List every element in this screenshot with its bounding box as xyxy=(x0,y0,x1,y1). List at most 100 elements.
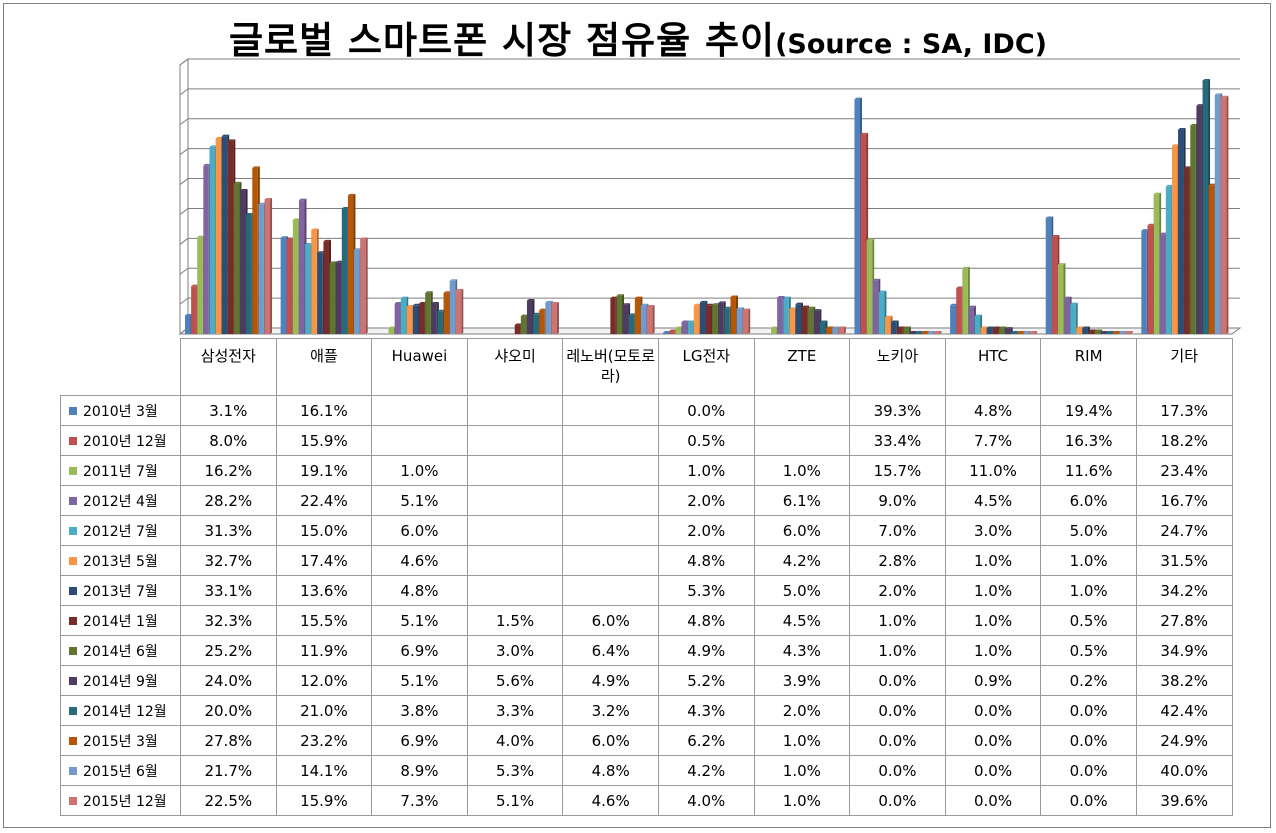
data-label xyxy=(562,455,659,486)
data-label: 1.0% xyxy=(849,605,946,636)
data-label: 16.3% xyxy=(1040,425,1137,456)
data-label: 3.9% xyxy=(753,665,851,696)
data-label xyxy=(562,545,659,576)
data-label: 1.5% xyxy=(466,605,564,636)
gridline-depth xyxy=(179,208,189,215)
series-name: 2013년 5월 xyxy=(83,553,158,570)
data-label: 15.5% xyxy=(275,605,373,636)
bar xyxy=(1220,95,1229,334)
legend-swatch xyxy=(69,646,77,655)
legend-swatch xyxy=(69,796,77,805)
data-label: 0.0% xyxy=(849,725,946,756)
data-label xyxy=(466,395,564,426)
data-label: 1.0% xyxy=(657,455,755,486)
series-name: 2014년 9월 xyxy=(83,673,158,690)
data-label xyxy=(562,485,659,516)
category-label: 샤오미 xyxy=(466,338,564,396)
table-corner xyxy=(60,338,181,396)
data-label: 3.8% xyxy=(371,695,468,726)
table-row: 2010년 12월 8.0% 15.9% 0.5% 33.4% 7.7% 16.3% 18.2… xyxy=(60,425,1233,456)
data-label xyxy=(466,425,564,456)
data-label: 0.0% xyxy=(849,755,946,786)
data-label: 27.8% xyxy=(180,725,277,756)
legend-entry: 2014년 1월 xyxy=(60,605,181,636)
data-label: 3.0% xyxy=(944,515,1042,546)
legend-entry: 2013년 7월 xyxy=(60,575,181,606)
chart-frame xyxy=(3,3,1271,828)
category-label: 삼성전자 xyxy=(180,338,277,396)
data-label: 14.1% xyxy=(275,755,373,786)
data-label: 16.2% xyxy=(180,455,277,486)
table-row: 2011년 7월 16.2% 19.1% 1.0% 1.0% 1.0% 15.7% 11.0%… xyxy=(60,455,1233,486)
data-label: 0.0% xyxy=(849,695,946,726)
data-label: 28.2% xyxy=(180,485,277,516)
data-label: 15.7% xyxy=(849,455,946,486)
table-row: 2015년 3월 27.8% 23.2% 6.9% 4.0% 6.0% 6.2% 1.0% 0.… xyxy=(60,725,1233,756)
bar xyxy=(264,198,273,334)
data-label: 4.0% xyxy=(466,725,564,756)
legend-swatch xyxy=(69,436,77,445)
table-row: 2015년 12월 22.5% 15.9% 7.3% 5.1% 4.6% 4.0% 1.0% 0… xyxy=(60,785,1233,816)
data-label: 22.4% xyxy=(275,485,373,516)
data-label: 4.8% xyxy=(371,575,468,606)
data-label: 1.0% xyxy=(753,755,851,786)
data-label xyxy=(466,575,564,606)
legend-swatch xyxy=(69,706,77,715)
gridline-depth xyxy=(179,267,189,275)
data-label: 0.5% xyxy=(1040,605,1137,636)
data-label: 31.5% xyxy=(1135,545,1233,576)
category-label: 애플 xyxy=(275,338,373,396)
data-label: 32.7% xyxy=(180,545,277,576)
data-label: 0.0% xyxy=(1040,725,1137,756)
data-label: 2.0% xyxy=(657,485,755,516)
data-label: 19.4% xyxy=(1040,395,1137,426)
title-main: 글로벌 스마트폰 시장 점유율 추이 xyxy=(229,19,776,62)
data-label: 4.5% xyxy=(944,485,1042,516)
data-table: 삼성전자 애플 Huawei 샤오미 레노버(모토로라) LG전자 ZTE 노키아 HTC RIM… xyxy=(60,338,1233,816)
data-label: 5.0% xyxy=(1040,515,1137,546)
gridline-depth xyxy=(179,88,189,96)
data-label: 4.2% xyxy=(657,755,755,786)
data-label: 4.0% xyxy=(657,785,755,816)
data-label: 6.9% xyxy=(371,725,468,756)
data-label: 38.2% xyxy=(1135,665,1233,696)
data-label: 5.1% xyxy=(371,605,468,636)
data-label: 6.0% xyxy=(371,515,468,546)
bar xyxy=(551,302,559,334)
data-label xyxy=(753,425,851,456)
bar xyxy=(1070,302,1078,334)
legend-entry: 2011년 7월 xyxy=(60,455,181,486)
data-label: 4.9% xyxy=(657,635,755,666)
data-label: 1.0% xyxy=(371,455,468,486)
data-label: 7.3% xyxy=(371,785,468,816)
table-row: 2013년 7월 33.1% 13.6% 4.8% 5.3% 5.0% 2.0% 1.0% 1.… xyxy=(60,575,1233,606)
data-label: 0.2% xyxy=(1040,665,1137,696)
data-label: 5.1% xyxy=(466,785,564,816)
legend-swatch xyxy=(69,406,77,415)
gridline-depth xyxy=(179,178,189,185)
legend-entry: 2012년 7월 xyxy=(60,515,181,546)
table-row: 2015년 6월 21.7% 14.1% 8.9% 5.3% 4.8% 4.2% 1.0% 0.… xyxy=(60,755,1233,786)
data-label: 4.6% xyxy=(371,545,468,576)
table-row: 2012년 4월 28.2% 22.4% 5.1% 2.0% 6.1% 9.0% 4.5% 6.… xyxy=(60,485,1233,516)
table-row: 2014년 6월 25.2% 11.9% 6.9% 3.0% 6.4% 4.9% 4.3% 1.… xyxy=(60,635,1233,666)
bar xyxy=(360,237,368,334)
data-label: 1.0% xyxy=(849,635,946,666)
legend-entry: 2012년 4월 xyxy=(60,485,181,516)
series-name: 2010년 3월 xyxy=(83,403,158,420)
data-label: 4.2% xyxy=(753,545,851,576)
data-label: 3.1% xyxy=(180,395,277,426)
legend-swatch xyxy=(69,526,77,535)
data-label: 2.8% xyxy=(849,545,946,576)
data-label: 6.4% xyxy=(562,635,659,666)
data-label: 33.4% xyxy=(849,425,946,456)
legend-entry: 2010년 3월 xyxy=(60,395,181,426)
category-label: HTC xyxy=(944,338,1042,396)
data-label: 1.0% xyxy=(753,785,851,816)
chart-title: 글로벌 스마트폰 시장 점유율 추이(Source : SA, IDC) xyxy=(0,10,1276,64)
legend-entry: 2014년 6월 xyxy=(60,635,181,666)
data-label: 4.5% xyxy=(753,605,851,636)
data-label: 3.0% xyxy=(466,635,564,666)
data-label: 4.6% xyxy=(562,785,659,816)
bar xyxy=(742,308,751,334)
